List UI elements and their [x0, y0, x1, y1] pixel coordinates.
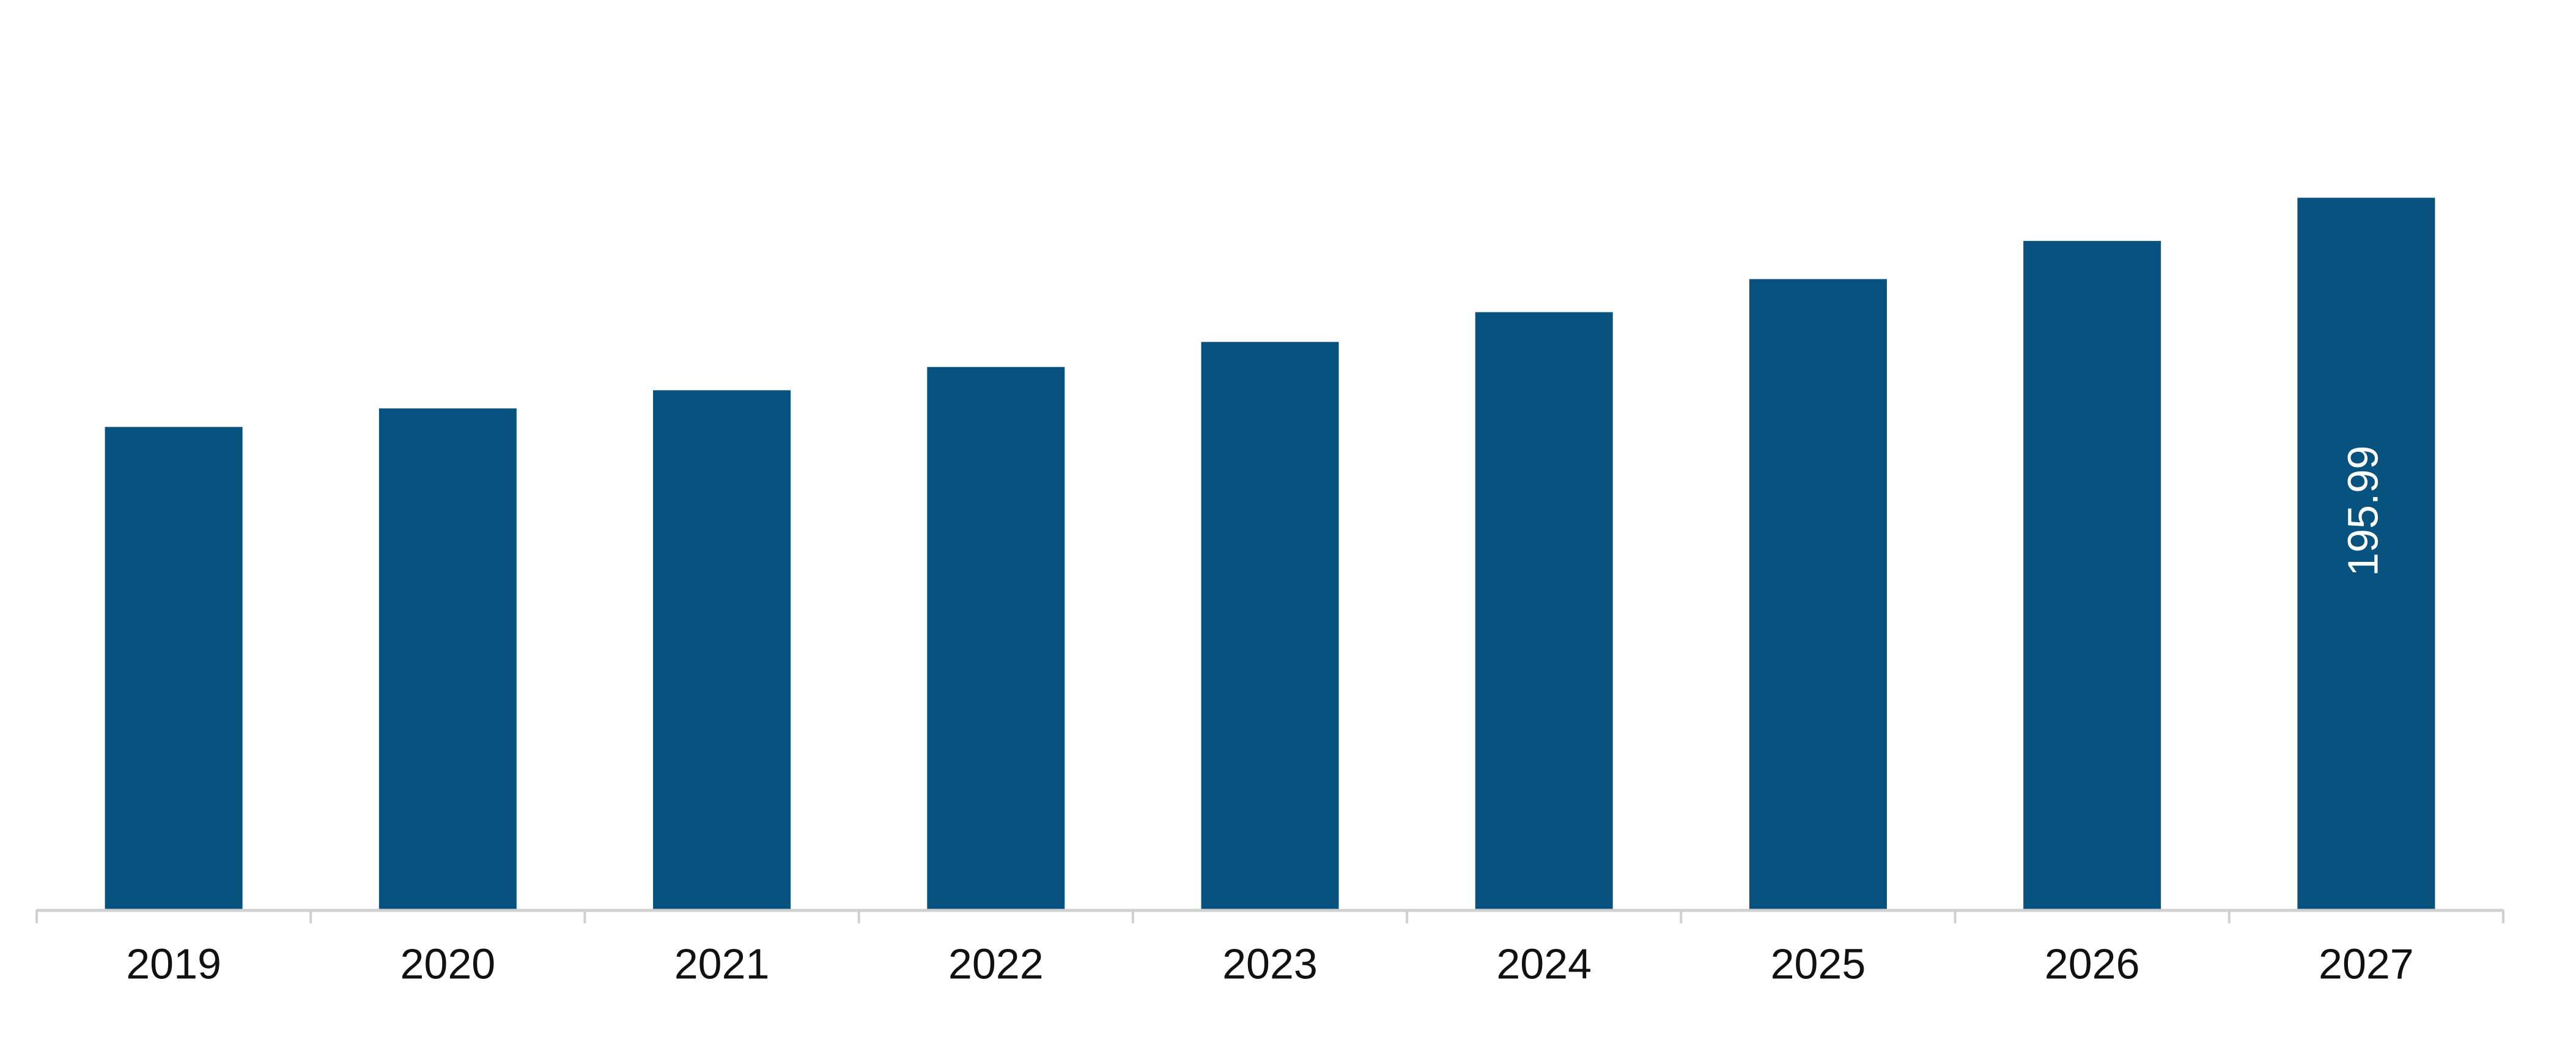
x-tick-label: 2023: [1222, 940, 1318, 987]
bar: [653, 390, 791, 910]
x-tick-label: 2020: [400, 940, 495, 987]
bar: [927, 367, 1065, 910]
x-tick-label: 2027: [2319, 940, 2414, 987]
bar: [1475, 312, 1613, 910]
x-tick-label: 2021: [674, 940, 770, 987]
bar: [378, 408, 517, 910]
x-tick-label: 2019: [126, 940, 221, 987]
x-tick-label: 2025: [1771, 940, 1866, 987]
bar: [1201, 342, 1339, 910]
x-tick-label: 2022: [948, 940, 1044, 987]
value-label: 195.99: [2339, 446, 2386, 577]
x-tick-label: 2024: [1496, 940, 1592, 987]
x-tick-label: 2026: [2045, 940, 2140, 987]
bar: [2297, 197, 2435, 910]
bar: [1749, 279, 1887, 910]
bar: [2023, 241, 2161, 910]
bar: [105, 427, 243, 910]
